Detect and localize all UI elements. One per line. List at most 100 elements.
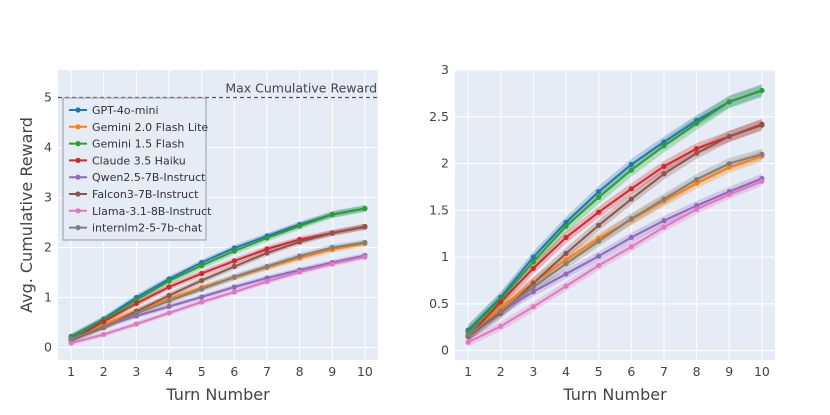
gemini-1-5-flash-point: [530, 259, 536, 265]
internlm2-5-7b-chat-point: [166, 298, 172, 304]
claude-3-5-haiku-point: [661, 163, 667, 169]
falcon3-7b-instruct-point: [231, 263, 237, 270]
llama-3-1-8b-instruct-point: [661, 224, 667, 230]
internlm2-5-7b-chat-point: [596, 238, 602, 244]
left-y-axis-title: Avg. Cumulative Reward: [17, 117, 36, 313]
legend-item-gemini-1-5-flash: Gemini 1.5 Flash: [69, 138, 184, 151]
x-tick-label: 6: [230, 364, 238, 379]
internlm2-5-7b-chat-point: [694, 176, 700, 183]
qwen2-5-7b-instruct-legend-marker: [75, 174, 81, 180]
claude-3-5-haiku-line: [70, 225, 366, 341]
gpt-4o-mini-legend-label: GPT-4o-mini: [92, 104, 159, 117]
x-tick-label: 2: [100, 364, 108, 379]
claude-3-5-haiku-point: [264, 246, 270, 252]
llama-3-1-8b-instruct-point: [563, 283, 569, 289]
internlm2-5-7b-chat-point: [199, 286, 205, 292]
internlm2-5-7b-chat-point: [68, 336, 74, 342]
claude-3-5-haiku-point: [231, 258, 237, 264]
gemini-1-5-flash-point: [297, 223, 303, 229]
llama-3-1-8b-instruct-point: [133, 321, 139, 327]
llama-3-1-8b-instruct-point: [726, 191, 732, 198]
llama-3-1-8b-instruct-legend-marker: [75, 208, 81, 214]
gemini-1-5-flash-legend-marker: [75, 141, 81, 147]
claude-3-5-haiku-point: [694, 145, 700, 152]
falcon3-7b-instruct-point: [563, 250, 569, 256]
left-y-tick-labels: 0 1 2 3 4 5: [44, 90, 52, 355]
internlm2-5-7b-chat-point: [465, 332, 471, 338]
right-x-axis-title: Turn Number: [562, 385, 667, 404]
claude-3-5-haiku-point: [166, 284, 172, 290]
internlm2-5-7b-chat-point: [362, 239, 368, 246]
max-reward-label: Max Cumulative Reward: [225, 81, 377, 96]
y-tick-label: 1: [44, 290, 52, 305]
internlm2-5-7b-chat-point: [133, 310, 139, 317]
claude-3-5-haiku-line: [467, 123, 763, 338]
internlm2-5-7b-chat-point: [498, 308, 504, 314]
claude-3-5-haiku-point: [199, 270, 205, 277]
falcon3-7b-instruct-legend-marker: [75, 191, 81, 197]
qwen2-5-7b-instruct-point: [563, 271, 569, 277]
y-tick-label: 5: [44, 90, 52, 105]
claude-3-5-haiku-point: [628, 186, 634, 192]
falcon3-7b-instruct-point: [297, 239, 303, 245]
right-gridlines: [455, 69, 775, 360]
y-tick-label: 0: [441, 343, 449, 358]
gpt-4o-mini-point: [530, 254, 536, 260]
x-tick-label: 5: [198, 364, 206, 379]
falcon3-7b-instruct-point: [726, 133, 732, 140]
gemini-2-0-flash-lite-point: [726, 164, 732, 170]
llama-3-1-8b-instruct-point: [101, 331, 107, 338]
gemini-1-5-flash-point: [628, 167, 634, 173]
y-tick-label: 4: [44, 140, 52, 155]
y-tick-label: 1: [441, 249, 449, 264]
x-tick-label: 10: [754, 364, 770, 379]
llama-3-1-8b-instruct-point: [166, 310, 172, 316]
internlm2-5-7b-chat-legend-marker: [75, 225, 81, 231]
internlm2-5-7b-chat-line: [70, 241, 366, 340]
x-tick-label: 5: [595, 364, 603, 379]
internlm2-5-7b-chat-point: [231, 274, 237, 280]
y-tick-label: 0: [44, 340, 52, 355]
claude-3-5-haiku-point: [133, 300, 139, 307]
internlm2-5-7b-chat-point: [726, 160, 732, 167]
qwen2-5-7b-instruct-point: [530, 289, 536, 295]
x-tick-label: 9: [328, 364, 336, 379]
legend-item-gpt-4o-mini: GPT-4o-mini: [69, 104, 159, 117]
legend-box: [62, 97, 207, 241]
gemini-1-5-flash-point: [329, 211, 335, 218]
y-tick-label: 1.5: [429, 202, 449, 217]
gemini-1-5-flash-point: [362, 205, 368, 212]
right-x-tick-labels: 1 2 3 4 5 6 7 8 9 10: [464, 364, 770, 379]
y-tick-label: 3: [441, 62, 449, 77]
claude-3-5-haiku-point: [101, 318, 107, 325]
x-tick-label: 1: [67, 364, 75, 379]
falcon3-7b-instruct-point: [264, 250, 270, 256]
llama-3-1-8b-instruct-point: [264, 278, 270, 285]
claude-3-5-haiku-point: [563, 234, 569, 241]
internlm2-5-7b-chat-point: [628, 216, 634, 222]
falcon3-7b-instruct-band: [71, 224, 365, 343]
legend-item-qwen2-5-7b-instruct: Qwen2.5-7B-Instruct: [69, 171, 206, 184]
x-tick-label: 10: [357, 364, 373, 379]
x-tick-label: 1: [464, 364, 472, 379]
llama-3-1-8b-instruct-point: [530, 304, 536, 310]
gemini-1-5-flash-point: [264, 235, 270, 241]
falcon3-7b-instruct-point: [362, 224, 368, 230]
x-tick-label: 7: [263, 364, 271, 379]
y-tick-label: 0.5: [429, 296, 449, 311]
falcon3-7b-instruct-point: [199, 277, 205, 284]
y-tick-label: 2: [44, 240, 52, 255]
qwen2-5-7b-instruct-point: [694, 203, 700, 209]
llama-3-1-8b-instruct-line: [70, 256, 366, 344]
qwen2-5-7b-instruct-point: [166, 303, 172, 310]
llama-3-1-8b-instruct-point: [329, 261, 335, 267]
llama-3-1-8b-instruct-band: [71, 254, 365, 346]
qwen2-5-7b-instruct-line: [70, 254, 366, 341]
gemini-1-5-flash-point: [166, 278, 172, 284]
gemini-2-0-flash-lite-legend-label: Gemini 2.0 Flash Lite: [92, 121, 208, 134]
gemini-1-5-flash-point: [661, 143, 667, 149]
left-x-tick-labels: 1 2 3 4 5 6 7 8 9 10: [67, 364, 373, 379]
falcon3-7b-instruct-point: [628, 196, 634, 202]
falcon3-7b-instruct-legend-label: Falcon3-7B-Instruct: [92, 188, 199, 201]
